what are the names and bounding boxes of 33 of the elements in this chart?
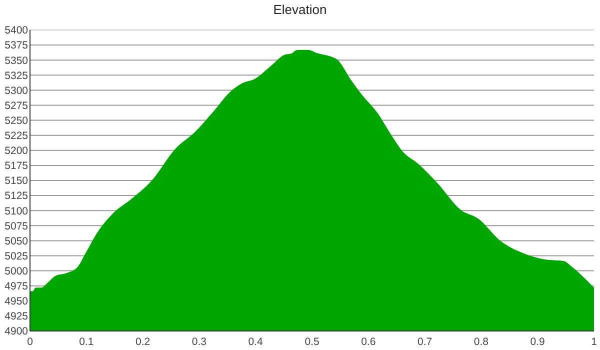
y-tick-label: 5375 [4,40,28,52]
y-tick-label: 4975 [4,280,28,293]
x-tick-label: 0.8 [474,336,489,348]
y-tick-label: 5200 [4,145,28,158]
y-tick-label: 5350 [4,54,28,67]
y-tick-label: 5300 [4,84,28,97]
y-tick-label: 5250 [4,114,28,127]
x-tick-label: 0.3 [192,336,207,348]
x-tick-label: 0.4 [248,336,264,348]
x-tick-label: 0.1 [79,336,94,348]
y-tick-label: 5075 [4,220,28,232]
y-tick-label: 5225 [4,130,28,142]
y-tick-label: 5325 [4,70,28,82]
y-tick-label: 5400 [4,24,28,37]
y-tick-label: 5100 [4,205,28,218]
chart-title: Elevation [273,2,327,17]
y-tick-label: 5275 [4,100,28,112]
x-tick-label: 0.9 [530,336,546,348]
x-tick-label: 0.5 [304,336,320,348]
y-tick-label: 5150 [4,175,28,188]
x-tick-label: 0.7 [417,336,432,348]
y-tick-label: 5000 [4,265,28,278]
x-tick-label: 0.6 [361,336,376,348]
x-tick-label: 0.2 [135,336,150,348]
y-tick-label: 4950 [4,296,28,308]
x-tick-label: 0 [27,336,34,348]
x-tick-label: 1 [591,336,598,348]
y-tick-label: 5025 [4,250,28,262]
y-tick-label: 5125 [4,190,28,202]
y-tick-label: 5175 [4,160,28,172]
y-tick-label: 5050 [4,235,28,248]
y-tick-label: 4925 [4,310,28,323]
y-tick-label: 4900 [4,326,28,338]
